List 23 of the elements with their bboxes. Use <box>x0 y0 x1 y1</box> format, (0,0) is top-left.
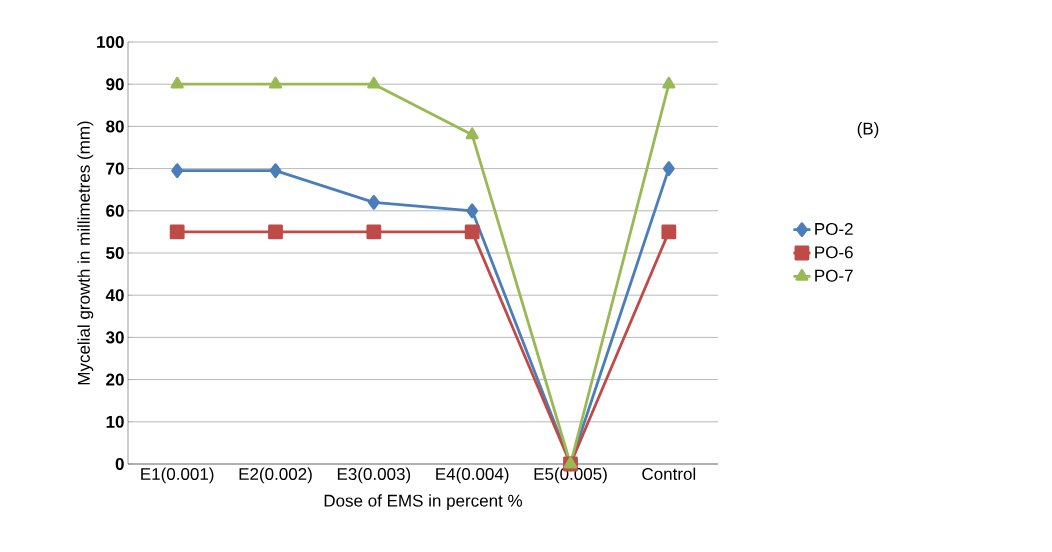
x-tick-label: E2(0.002) <box>239 467 312 484</box>
text: (B) <box>857 122 879 138</box>
y-tick-label: 10 <box>106 415 124 428</box>
x-axis-title: Dose of EMS in percent % <box>324 494 523 511</box>
y-axis-title: Mycelial growth in millimetres (mm) <box>77 121 94 385</box>
y-tick-label: 0 <box>115 457 124 471</box>
legend-label: PO-7 <box>815 269 853 282</box>
y-tick-label: 40 <box>105 289 124 302</box>
y-tick-label: 30 <box>105 331 124 344</box>
legend-label: PO-6 <box>815 246 853 259</box>
x-tick-label: Control <box>642 467 696 481</box>
x-tick-label: E3(0.003) <box>337 467 411 484</box>
y-tick-label: 60 <box>106 204 124 217</box>
y-tick-label: 90 <box>106 78 124 91</box>
y-tick-label: 20 <box>106 373 124 386</box>
legend-label: PO-2 <box>815 222 853 235</box>
y-tick-label: 70 <box>106 162 124 175</box>
y-tick-label: 50 <box>106 246 124 260</box>
x-tick-label: E4(0.004) <box>436 467 509 484</box>
y-tick-label: 100 <box>97 35 124 49</box>
x-tick-label: E5(0.005) <box>534 467 607 484</box>
y-tick-label: 80 <box>106 120 124 133</box>
x-tick-label: E1(0.001) <box>141 467 214 484</box>
